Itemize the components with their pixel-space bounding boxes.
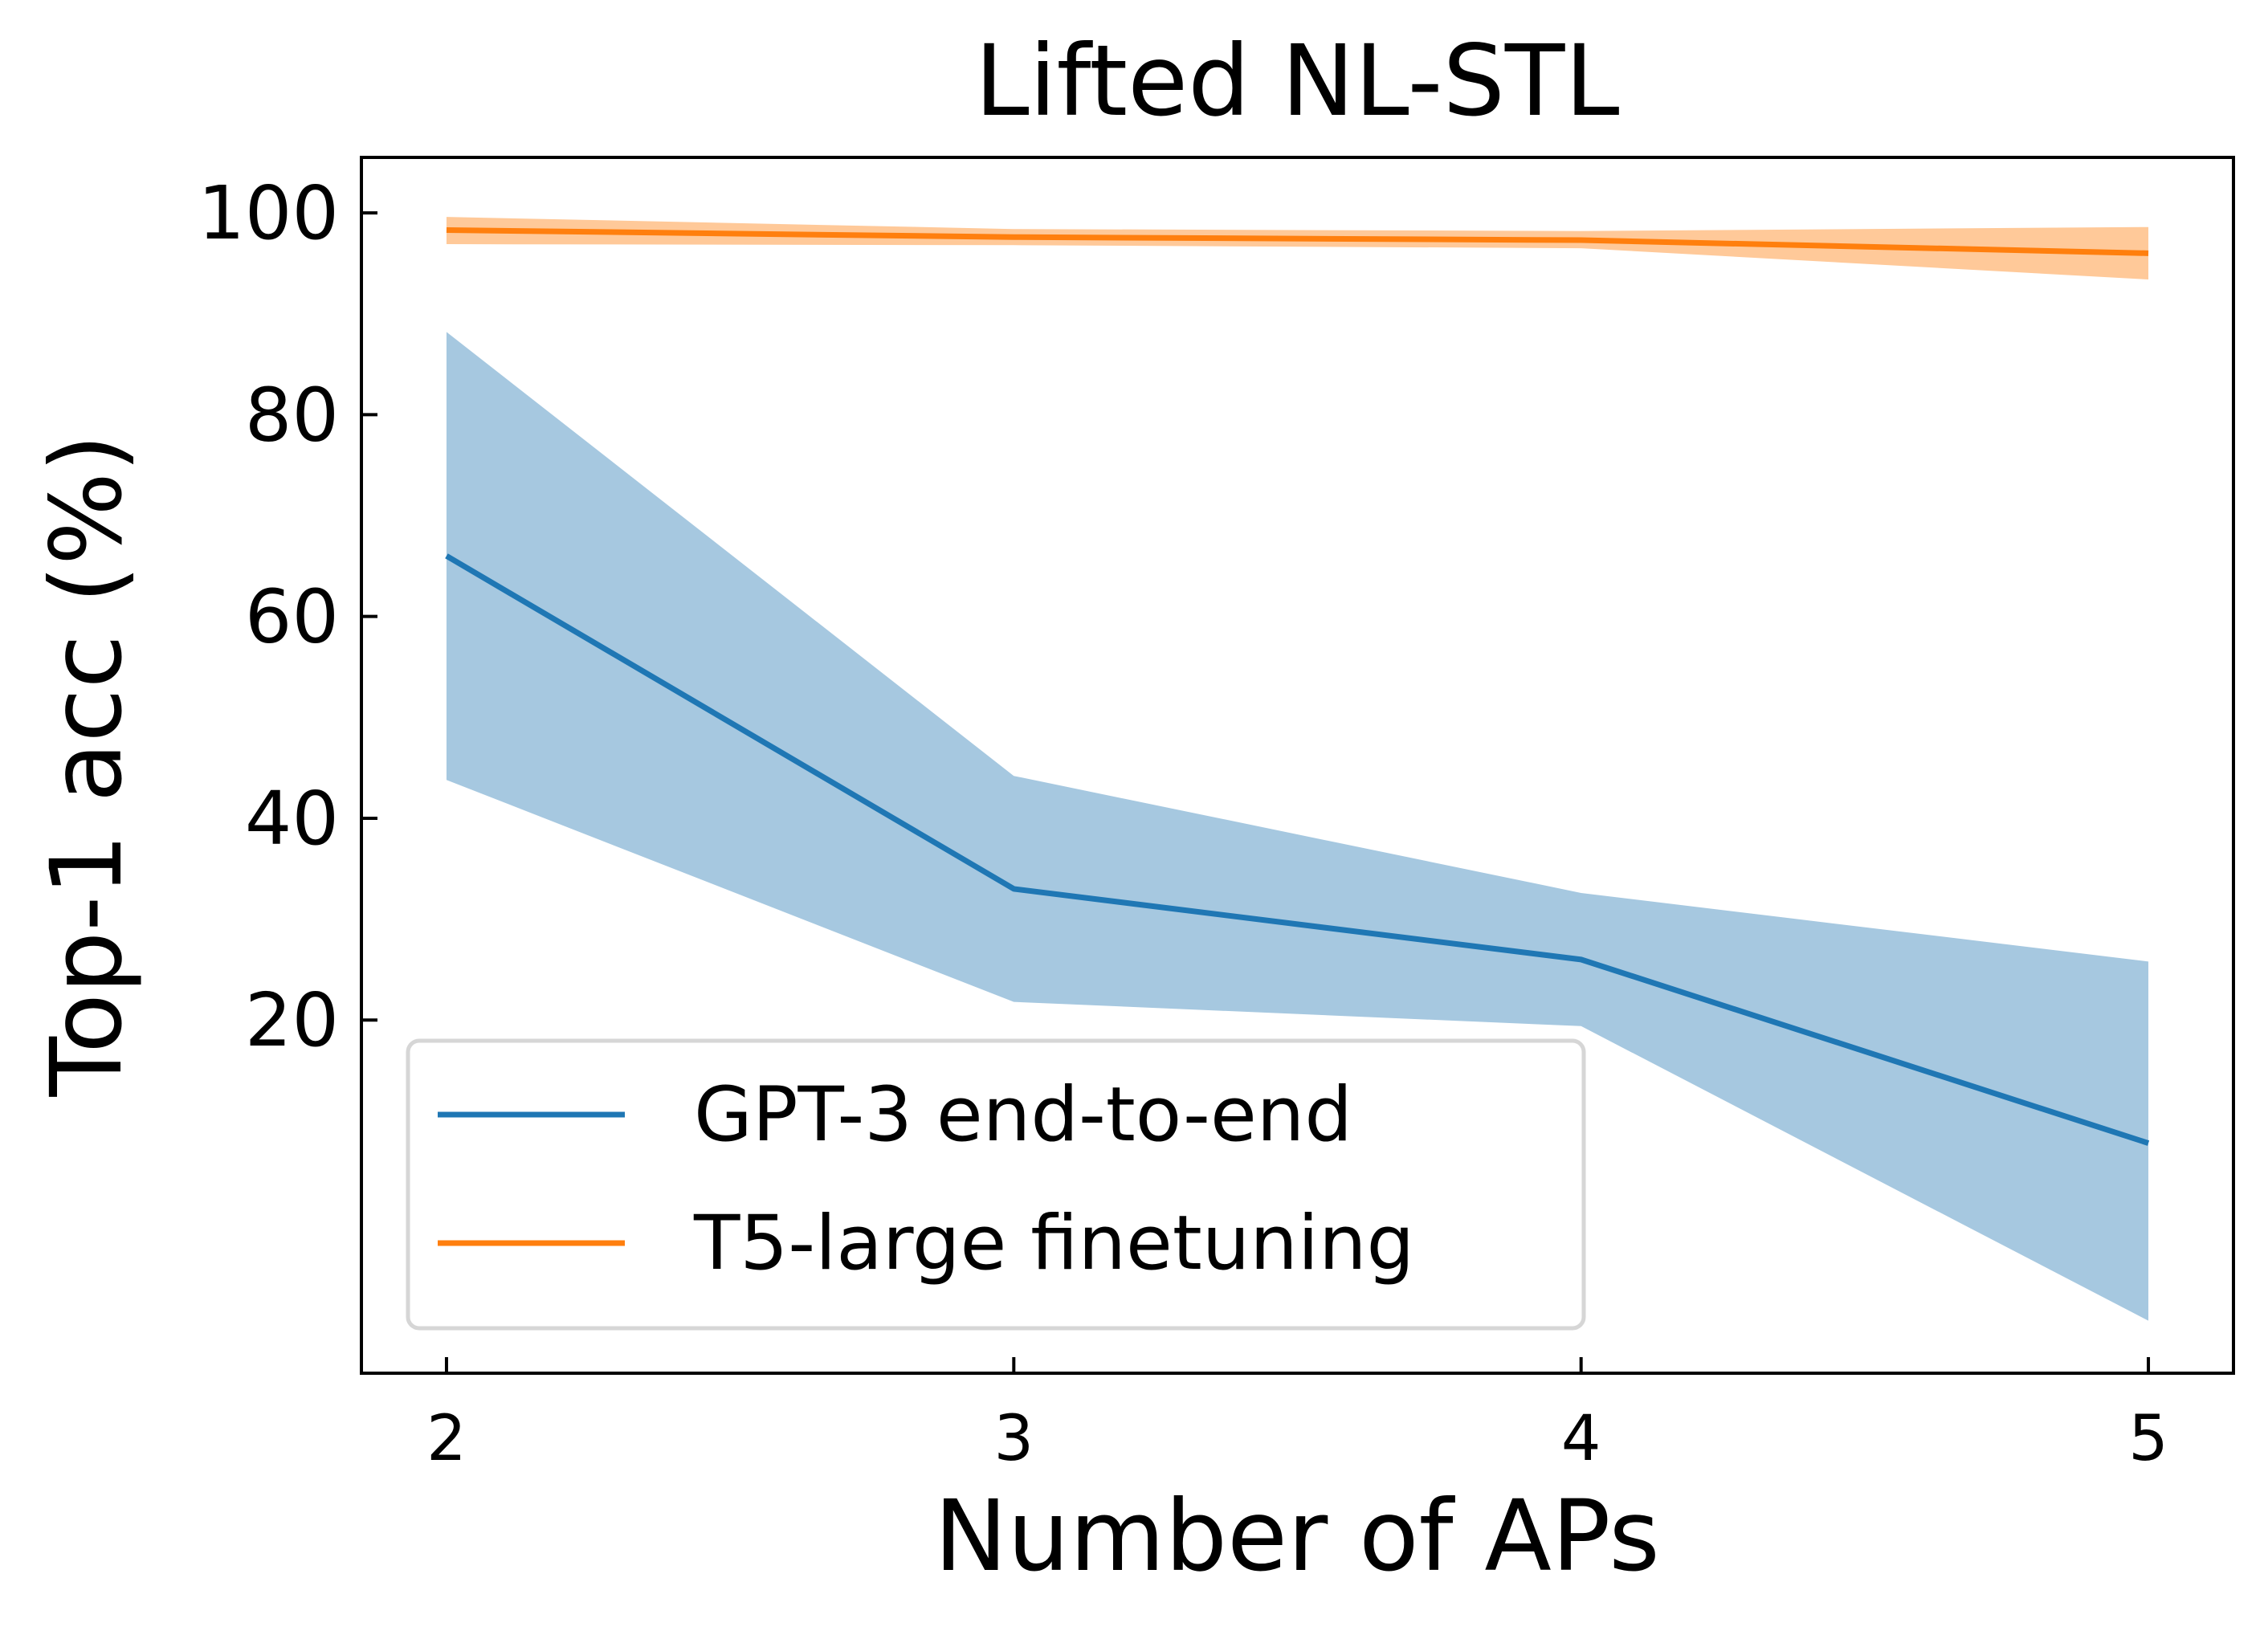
legend-label-t5: T5-large finetuning [693,1200,1414,1287]
y-axis-label: Top-1 acc (%) [30,434,144,1097]
legend: GPT-3 end-to-end T5-large finetuning [406,1038,1586,1331]
x-tick-label-2: 2 [426,1403,467,1475]
x-tick-label-4: 4 [1561,1403,1601,1475]
x-tick-label-3: 3 [993,1403,1034,1475]
legend-box [406,1038,1586,1331]
y-tick-label-80: 80 [245,372,339,458]
legend-label-gpt3: GPT-3 end-to-end [694,1071,1352,1159]
x-tick-label-5: 5 [2128,1403,2168,1475]
y-tick-label-60: 60 [245,574,339,660]
series-line-gpt3 [445,553,2150,1146]
band-gpt3 [446,332,2149,1321]
y-tick-label-20: 20 [245,977,339,1063]
plot-frame [360,156,2235,1375]
axis-ticks: 2 3 4 5 20 40 60 80 100 [198,170,2168,1475]
x-axis-label: Number of APs [934,1479,1660,1593]
chart-title: Lifted NL-STL [975,24,1620,138]
series-lines [445,226,2150,1146]
y-tick-label-100: 100 [198,170,339,256]
y-tick-label-40: 40 [245,776,339,862]
series-line-t5 [446,226,2149,256]
